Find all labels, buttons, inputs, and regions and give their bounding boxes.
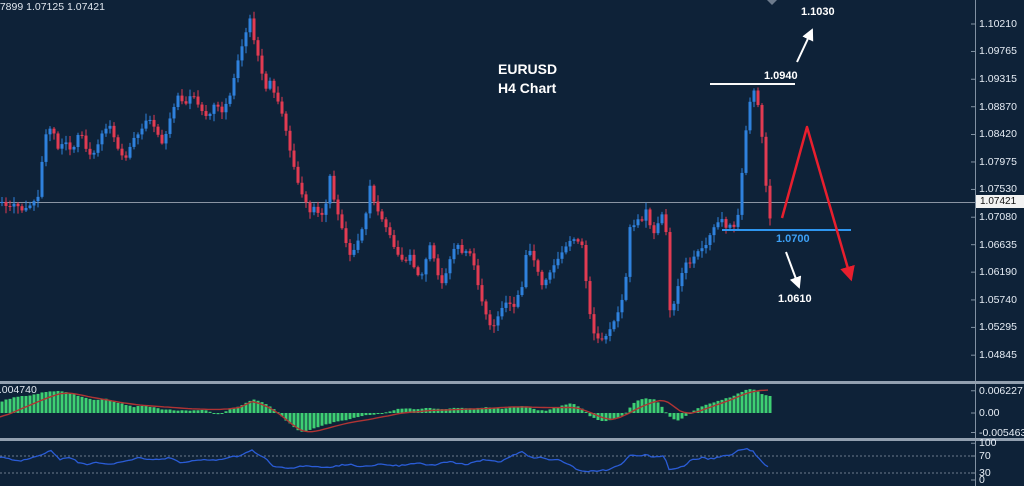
annotation-label-target-up[interactable]: 1.1030 [801,6,835,18]
rsi-tick-label: 70 [979,450,991,462]
rsi-line [0,447,769,473]
macd-tick-label: 0.00 [979,407,1000,419]
macd-histogram [0,389,772,432]
annotation-label-support[interactable]: 1.0700 [776,233,810,245]
price-tick-label: 1.06635 [979,238,1017,251]
candlestick-series[interactable] [0,11,772,344]
rsi-tick-label: 30 [979,467,991,479]
price-tick-label: 1.05295 [979,321,1017,334]
price-tick-label: 1.08870 [979,100,1017,113]
down-arrow-marker-icon[interactable] [767,0,777,5]
macd-tick-label: 0.006227 [979,384,1023,397]
symbol-watermark: EURUSD H4 Chart [498,60,557,98]
panel-separator[interactable] [0,381,1024,384]
price-tick-label: 1.07530 [979,183,1017,196]
price-tick-label: 1.04845 [979,349,1017,362]
symbol-watermark-line2: H4 Chart [498,80,557,96]
forecast-zigzag-red[interactable] [780,125,855,282]
price-tick-label: 1.06190 [979,266,1017,279]
price-tick-label: 1.09765 [979,45,1017,58]
price-tick-label: 1.07975 [979,155,1017,168]
rsi-tick-label: 0 [979,474,985,486]
macd-current-value: 0.004740 [0,384,37,396]
price-tick-label: 1.05740 [979,293,1017,306]
price-tick-label: 1.09315 [979,73,1017,86]
panel-separator[interactable] [0,438,1024,441]
arrow-down-white[interactable] [785,251,802,289]
quote-line: 07899 1.07125 1.07421 [0,1,105,13]
rsi-tick-label: 100 [979,437,997,450]
arrow-up-white[interactable] [796,28,814,63]
price-tick-label: 1.10210 [979,18,1017,30]
symbol-watermark-line1: EURUSD [498,61,558,77]
price-tick-label: 1.07080 [979,211,1017,224]
macd-signal-line [0,389,769,433]
macd-tick-label: -0.005463 [979,426,1024,439]
price-tick-label: 1.08420 [979,128,1017,141]
annotation-label-resistance[interactable]: 1.0940 [764,70,798,82]
annotation-label-target-down[interactable]: 1.0610 [778,293,812,305]
current-price-tag: 1.07421 [976,195,1024,208]
